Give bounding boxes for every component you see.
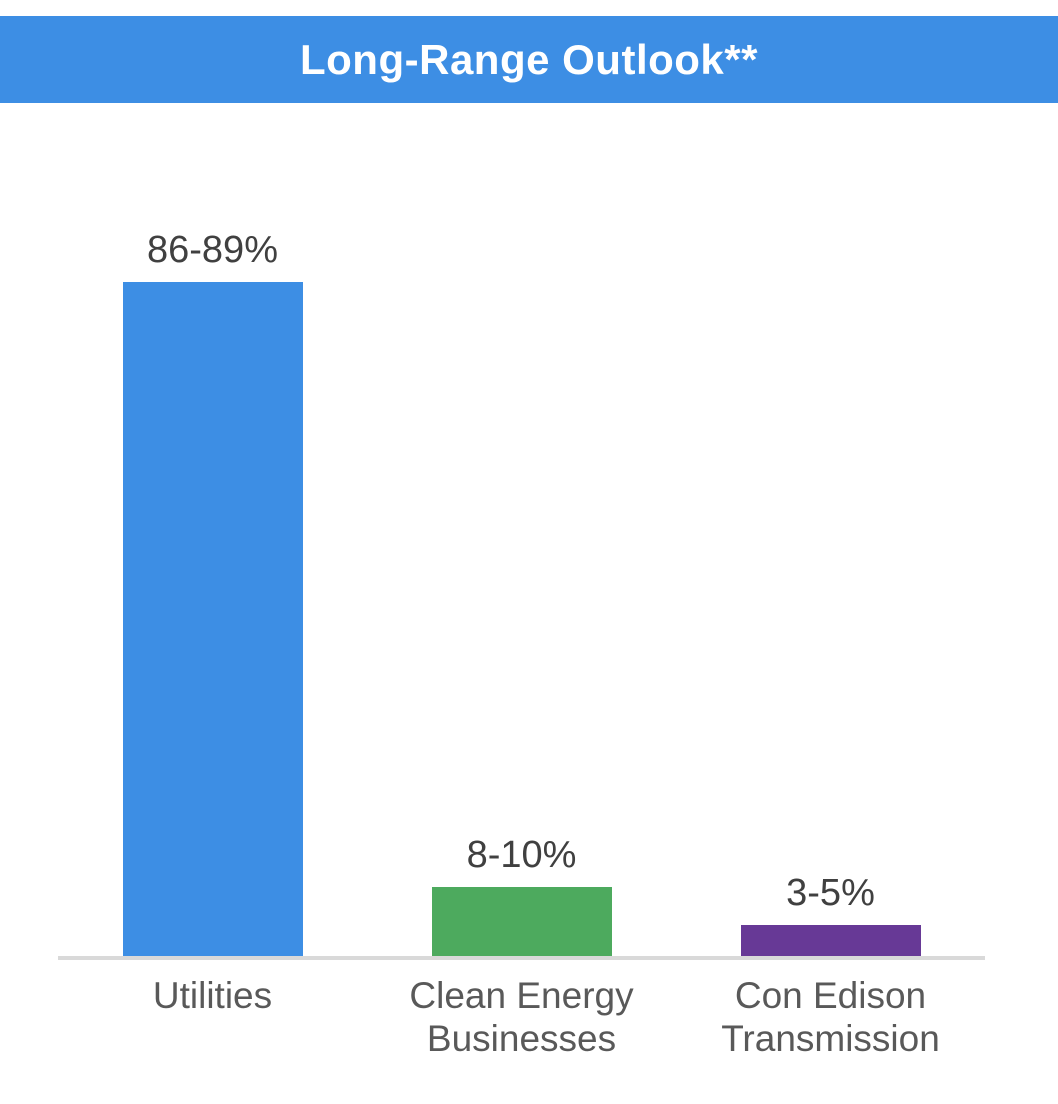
chart-title-banner: Long-Range Outlook** <box>0 16 1058 103</box>
bar-group-clean-energy-businesses: 8-10% <box>367 834 676 956</box>
data-label-clean-energy-businesses: 8-10% <box>466 834 577 877</box>
bar-group-con-edison-transmission: 3-5% <box>676 872 985 956</box>
bar-clean-energy-businesses <box>431 887 612 956</box>
bar-utilities <box>122 282 303 956</box>
data-label-con-edison-transmission: 3-5% <box>786 872 875 915</box>
category-axis-labels: Utilities Clean Energy Businesses Con Edis… <box>58 974 985 1060</box>
category-label-clean-energy-businesses: Clean Energy Businesses <box>409 975 634 1059</box>
plot-area: 86-89% 8-10% 3-5% <box>58 229 985 956</box>
bar-con-edison-transmission <box>740 925 921 956</box>
x-axis-line <box>58 956 985 960</box>
category-label-utilities: Utilities <box>152 975 273 1016</box>
bar-chart: 86-89% 8-10% 3-5% Utilities Clean Energy Bu… <box>58 0 985 1104</box>
bar-group-utilities: 86-89% <box>58 229 367 956</box>
data-label-utilities: 86-89% <box>147 229 278 272</box>
chart-title: Long-Range Outlook** <box>300 35 758 83</box>
category-label-con-edison-transmission: Con Edison Transmission <box>721 975 940 1059</box>
